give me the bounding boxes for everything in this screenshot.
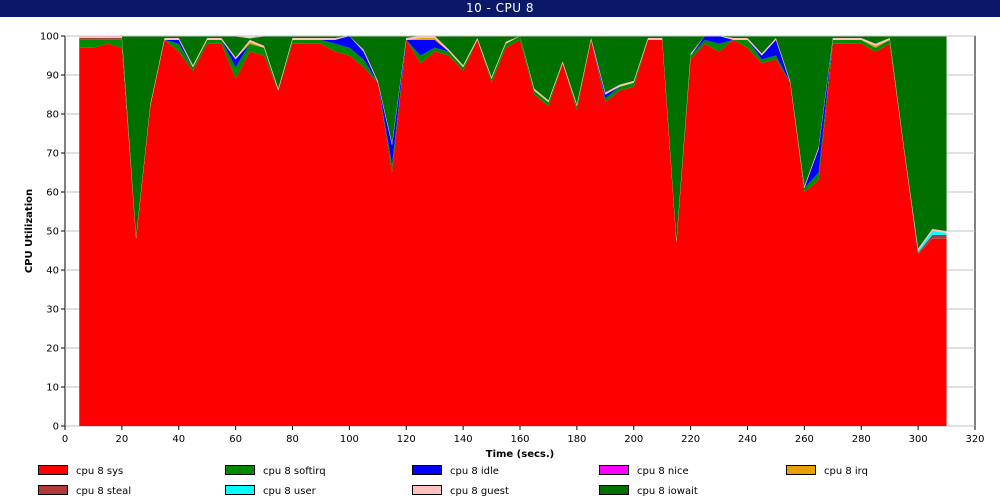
x-tick-label: 280 <box>852 434 871 445</box>
legend-swatch <box>38 465 68 475</box>
y-tick-label: 60 <box>46 188 59 199</box>
cpu-utilization-chart: 0 10 20 30 40 50 60 70 80 90 100 0 20 40 60 80 100 120 140… <box>24 32 985 461</box>
legend-swatch <box>599 485 629 495</box>
legend-item: cpu 8 user <box>225 485 316 500</box>
legend-label: cpu 8 user <box>263 486 316 497</box>
stacked-areas <box>79 35 947 427</box>
legend-swatch <box>38 485 68 495</box>
legend-label: cpu 8 guest <box>450 486 509 497</box>
y-tick-label: 90 <box>46 71 59 82</box>
x-tick-label: 120 <box>397 434 416 445</box>
x-tick-label: 180 <box>567 434 586 445</box>
y-tick-label: 0 <box>53 422 59 433</box>
legend-label: cpu 8 nice <box>637 466 689 477</box>
x-tick-label: 320 <box>965 434 984 445</box>
stack-top-outline <box>79 35 947 39</box>
legend-swatch <box>412 465 442 475</box>
x-tick-label: 60 <box>229 434 242 445</box>
legend-swatch <box>412 485 442 495</box>
y-tick-label: 100 <box>40 32 59 43</box>
x-axis-label: Time (secs.) <box>486 449 555 460</box>
window-title: 10 - CPU 8 <box>465 1 535 15</box>
y-tick-label: 80 <box>46 110 59 121</box>
legend-item: cpu 8 irq <box>786 465 868 480</box>
y-tick-label: 50 <box>46 227 59 238</box>
legend-swatch <box>225 485 255 495</box>
legend-label: cpu 8 irq <box>824 466 868 477</box>
y-tick-label: 20 <box>46 344 59 355</box>
x-tick-label: 0 <box>62 434 68 445</box>
legend-swatch <box>786 465 816 475</box>
window-title-bar: 10 - CPU 8 <box>0 0 1000 17</box>
x-tick-label: 80 <box>286 434 299 445</box>
legend-item: cpu 8 guest <box>412 485 509 500</box>
legend-label: cpu 8 sys <box>76 466 124 477</box>
axes: 0 10 20 30 40 50 60 70 80 90 100 0 20 40 60 80 100 120 140… <box>40 32 985 446</box>
legend-swatch <box>225 465 255 475</box>
legend-item: cpu 8 iowait <box>599 485 698 500</box>
x-tick-label: 260 <box>795 434 814 445</box>
y-axis-label: CPU Utilization <box>24 189 35 273</box>
legend-label: cpu 8 idle <box>450 466 499 477</box>
x-tick-label: 200 <box>624 434 643 445</box>
x-tick-label: 220 <box>681 434 700 445</box>
legend-swatch <box>599 465 629 475</box>
x-tick-label: 140 <box>454 434 473 445</box>
area-cpu-8-sys <box>79 39 947 427</box>
y-tick-label: 30 <box>46 305 59 316</box>
legend-item: cpu 8 softirq <box>225 465 326 480</box>
legend-label: cpu 8 softirq <box>263 466 326 477</box>
x-tick-label: 300 <box>909 434 928 445</box>
legend-item: cpu 8 nice <box>599 465 689 480</box>
x-tick-label: 20 <box>116 434 129 445</box>
legend-item: cpu 8 idle <box>412 465 499 480</box>
x-tick-label: 240 <box>738 434 757 445</box>
x-tick-label: 160 <box>510 434 529 445</box>
y-tick-label: 10 <box>46 383 59 394</box>
x-tick-label: 100 <box>340 434 359 445</box>
legend-label: cpu 8 iowait <box>637 486 698 497</box>
legend-item: cpu 8 steal <box>38 485 132 500</box>
legend-item: cpu 8 sys <box>38 465 124 480</box>
y-tick-label: 40 <box>46 266 59 277</box>
x-tick-label: 40 <box>172 434 185 445</box>
y-tick-label: 70 <box>46 149 59 160</box>
legend-label: cpu 8 steal <box>76 486 132 497</box>
